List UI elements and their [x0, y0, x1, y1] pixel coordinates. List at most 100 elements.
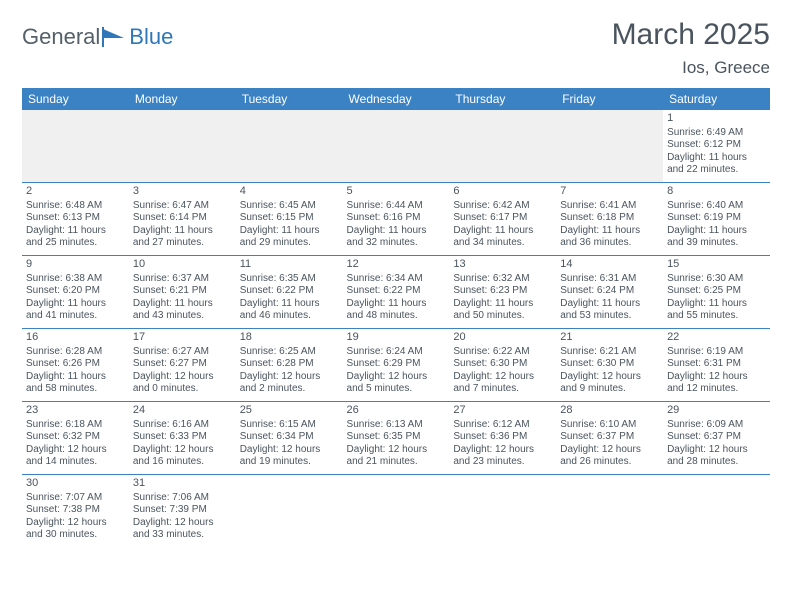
sunset-text: Sunset: 6:36 PM	[453, 431, 552, 444]
day-header: Tuesday	[236, 88, 343, 110]
logo-word-2: Blue	[129, 24, 173, 50]
calendar-cell: 4Sunrise: 6:45 AMSunset: 6:15 PMDaylight…	[236, 183, 343, 256]
day-number: 30	[26, 477, 125, 491]
calendar-week: 30Sunrise: 7:07 AMSunset: 7:38 PMDayligh…	[22, 475, 770, 548]
calendar-cell: 26Sunrise: 6:13 AMSunset: 6:35 PMDayligh…	[343, 402, 450, 475]
sunset-text: Sunset: 6:32 PM	[26, 431, 125, 444]
daylight-text: Daylight: 11 hours and 39 minutes.	[667, 225, 766, 250]
daylight-text: Daylight: 12 hours and 33 minutes.	[133, 517, 232, 542]
day-number: 13	[453, 258, 552, 272]
sunrise-text: Sunrise: 6:38 AM	[26, 273, 125, 286]
calendar-cell	[22, 110, 129, 183]
calendar-cell: 17Sunrise: 6:27 AMSunset: 6:27 PMDayligh…	[129, 329, 236, 402]
sunset-text: Sunset: 6:20 PM	[26, 285, 125, 298]
sunset-text: Sunset: 6:12 PM	[667, 139, 766, 152]
day-number: 27	[453, 404, 552, 418]
sunrise-text: Sunrise: 6:16 AM	[133, 419, 232, 432]
sunrise-text: Sunrise: 6:15 AM	[240, 419, 339, 432]
calendar-cell	[449, 110, 556, 183]
daylight-text: Daylight: 12 hours and 0 minutes.	[133, 371, 232, 396]
day-number: 21	[560, 331, 659, 345]
sunrise-text: Sunrise: 6:30 AM	[667, 273, 766, 286]
calendar-cell: 14Sunrise: 6:31 AMSunset: 6:24 PMDayligh…	[556, 256, 663, 329]
day-header: Saturday	[663, 88, 770, 110]
sunset-text: Sunset: 6:37 PM	[560, 431, 659, 444]
day-header: Friday	[556, 88, 663, 110]
sunset-text: Sunset: 6:27 PM	[133, 358, 232, 371]
calendar-cell: 31Sunrise: 7:06 AMSunset: 7:39 PMDayligh…	[129, 475, 236, 548]
logo-flag-icon	[102, 27, 128, 47]
daylight-text: Daylight: 12 hours and 19 minutes.	[240, 444, 339, 469]
sunrise-text: Sunrise: 6:48 AM	[26, 200, 125, 213]
day-number: 9	[26, 258, 125, 272]
daylight-text: Daylight: 12 hours and 16 minutes.	[133, 444, 232, 469]
calendar-cell	[236, 475, 343, 548]
daylight-text: Daylight: 11 hours and 27 minutes.	[133, 225, 232, 250]
daylight-text: Daylight: 12 hours and 26 minutes.	[560, 444, 659, 469]
sunset-text: Sunset: 6:25 PM	[667, 285, 766, 298]
calendar-cell: 18Sunrise: 6:25 AMSunset: 6:28 PMDayligh…	[236, 329, 343, 402]
calendar-cell	[343, 110, 450, 183]
sunset-text: Sunset: 6:17 PM	[453, 212, 552, 225]
calendar-cell: 6Sunrise: 6:42 AMSunset: 6:17 PMDaylight…	[449, 183, 556, 256]
day-header-row: Sunday Monday Tuesday Wednesday Thursday…	[22, 88, 770, 110]
sunrise-text: Sunrise: 6:13 AM	[347, 419, 446, 432]
daylight-text: Daylight: 12 hours and 28 minutes.	[667, 444, 766, 469]
sunrise-text: Sunrise: 6:12 AM	[453, 419, 552, 432]
daylight-text: Daylight: 12 hours and 2 minutes.	[240, 371, 339, 396]
day-number: 7	[560, 185, 659, 199]
sunrise-text: Sunrise: 6:35 AM	[240, 273, 339, 286]
day-header: Monday	[129, 88, 236, 110]
sunset-text: Sunset: 6:29 PM	[347, 358, 446, 371]
calendar-cell: 22Sunrise: 6:19 AMSunset: 6:31 PMDayligh…	[663, 329, 770, 402]
sunset-text: Sunset: 6:21 PM	[133, 285, 232, 298]
day-number: 2	[26, 185, 125, 199]
daylight-text: Daylight: 12 hours and 5 minutes.	[347, 371, 446, 396]
calendar-cell: 24Sunrise: 6:16 AMSunset: 6:33 PMDayligh…	[129, 402, 236, 475]
daylight-text: Daylight: 11 hours and 32 minutes.	[347, 225, 446, 250]
daylight-text: Daylight: 11 hours and 46 minutes.	[240, 298, 339, 323]
calendar-table: Sunday Monday Tuesday Wednesday Thursday…	[22, 88, 770, 547]
sunrise-text: Sunrise: 6:24 AM	[347, 346, 446, 359]
calendar-cell: 30Sunrise: 7:07 AMSunset: 7:38 PMDayligh…	[22, 475, 129, 548]
day-number: 29	[667, 404, 766, 418]
day-number: 31	[133, 477, 232, 491]
daylight-text: Daylight: 12 hours and 21 minutes.	[347, 444, 446, 469]
day-number: 10	[133, 258, 232, 272]
sunset-text: Sunset: 6:23 PM	[453, 285, 552, 298]
daylight-text: Daylight: 12 hours and 30 minutes.	[26, 517, 125, 542]
daylight-text: Daylight: 11 hours and 34 minutes.	[453, 225, 552, 250]
calendar-cell: 20Sunrise: 6:22 AMSunset: 6:30 PMDayligh…	[449, 329, 556, 402]
sunset-text: Sunset: 6:22 PM	[240, 285, 339, 298]
sunset-text: Sunset: 6:22 PM	[347, 285, 446, 298]
logo: General Blue	[22, 24, 173, 50]
sunrise-text: Sunrise: 7:06 AM	[133, 492, 232, 505]
calendar-cell: 2Sunrise: 6:48 AMSunset: 6:13 PMDaylight…	[22, 183, 129, 256]
day-number: 12	[347, 258, 446, 272]
calendar-cell	[236, 110, 343, 183]
logo-word-1: General	[22, 24, 100, 50]
sunset-text: Sunset: 6:26 PM	[26, 358, 125, 371]
sunset-text: Sunset: 6:15 PM	[240, 212, 339, 225]
sunrise-text: Sunrise: 6:44 AM	[347, 200, 446, 213]
sunset-text: Sunset: 6:30 PM	[560, 358, 659, 371]
sunset-text: Sunset: 6:31 PM	[667, 358, 766, 371]
sunrise-text: Sunrise: 6:37 AM	[133, 273, 232, 286]
sunset-text: Sunset: 6:18 PM	[560, 212, 659, 225]
sunset-text: Sunset: 6:13 PM	[26, 212, 125, 225]
daylight-text: Daylight: 11 hours and 48 minutes.	[347, 298, 446, 323]
calendar-cell	[556, 475, 663, 548]
day-number: 6	[453, 185, 552, 199]
sunrise-text: Sunrise: 6:34 AM	[347, 273, 446, 286]
sunrise-text: Sunrise: 6:45 AM	[240, 200, 339, 213]
daylight-text: Daylight: 11 hours and 55 minutes.	[667, 298, 766, 323]
calendar-cell: 29Sunrise: 6:09 AMSunset: 6:37 PMDayligh…	[663, 402, 770, 475]
month-title: March 2025	[612, 18, 770, 52]
calendar-cell: 5Sunrise: 6:44 AMSunset: 6:16 PMDaylight…	[343, 183, 450, 256]
daylight-text: Daylight: 11 hours and 58 minutes.	[26, 371, 125, 396]
day-number: 24	[133, 404, 232, 418]
calendar-cell: 25Sunrise: 6:15 AMSunset: 6:34 PMDayligh…	[236, 402, 343, 475]
calendar-cell	[129, 110, 236, 183]
sunrise-text: Sunrise: 6:28 AM	[26, 346, 125, 359]
sunset-text: Sunset: 6:14 PM	[133, 212, 232, 225]
